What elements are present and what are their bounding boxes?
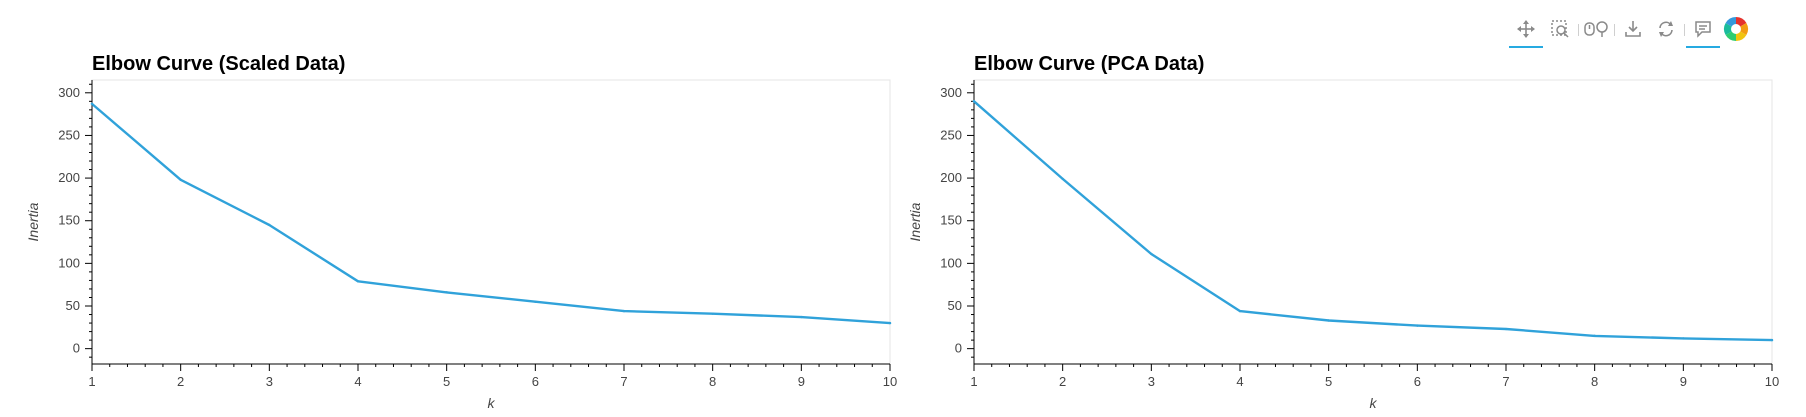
y-tick-label: 150 <box>58 213 80 228</box>
data-point <box>711 312 714 315</box>
x-tick-label: 5 <box>1325 374 1332 389</box>
download-icon <box>1625 21 1641 37</box>
data-point <box>1770 338 1774 342</box>
plot-area <box>91 79 891 365</box>
x-axis-label: k <box>488 395 496 411</box>
data-point <box>1416 324 1419 327</box>
x-tick-label: 9 <box>798 374 805 389</box>
y-tick-label: 250 <box>58 127 80 142</box>
y-axis-label: Inertia <box>25 202 41 241</box>
toolbar-divider <box>1684 24 1685 36</box>
series-line <box>90 102 892 325</box>
data-point <box>1504 327 1508 331</box>
y-tick-label: 300 <box>58 85 80 100</box>
data-point <box>268 223 271 227</box>
x-tick-label: 3 <box>1148 374 1155 389</box>
wheel-zoom-icon <box>1584 21 1608 37</box>
y-tick-label: 50 <box>948 298 962 313</box>
x-tick-label: 6 <box>532 374 539 389</box>
x-tick-label: 4 <box>354 374 361 389</box>
y-tick-label: 200 <box>58 170 80 185</box>
data-point <box>1150 252 1153 256</box>
reset-icon <box>1659 21 1673 37</box>
data-point <box>1238 309 1242 313</box>
save-tool-button[interactable] <box>1616 12 1650 46</box>
x-tick-label: 10 <box>883 374 897 389</box>
x-tick-label: 4 <box>1236 374 1243 389</box>
y-axis-label: Inertia <box>907 202 923 241</box>
y-tick-label: 50 <box>66 298 80 313</box>
x-tick-label: 2 <box>1059 374 1066 389</box>
x-tick-label: 7 <box>1502 374 1509 389</box>
x-tick-label: 7 <box>620 374 627 389</box>
chart-panel-2: Elbow Curve (PCA Data) 0 50 100 150 200 250 300… <box>907 53 1779 411</box>
reset-tool-button[interactable] <box>1649 12 1683 46</box>
chart-title: Elbow Curve (PCA Data) <box>974 53 1204 75</box>
data-point <box>972 100 976 103</box>
data-point <box>445 291 448 294</box>
data-point <box>800 315 803 319</box>
bokeh-logo-icon <box>1723 16 1749 42</box>
pan-tool-button[interactable] <box>1509 12 1543 48</box>
y-tick-label: 250 <box>940 127 962 142</box>
plot-area <box>973 79 1773 365</box>
data-point <box>622 309 626 313</box>
data-point <box>1327 319 1330 322</box>
y-tick-label: 150 <box>940 213 962 228</box>
data-point <box>90 102 94 106</box>
move-arrows-icon <box>1517 20 1535 38</box>
hover-tooltip-icon <box>1695 21 1711 38</box>
y-tick-label: 0 <box>955 341 962 356</box>
bokeh-logo-link[interactable] <box>1719 12 1753 46</box>
series-line <box>972 100 1774 342</box>
toolbar-divider <box>1578 24 1579 36</box>
data-point <box>179 178 182 181</box>
x-tick-label: 6 <box>1414 374 1421 389</box>
data-point <box>534 300 537 303</box>
plot-toolbar <box>1508 8 1798 48</box>
data-point <box>1061 177 1064 181</box>
wheel-zoom-tool-button[interactable] <box>1580 12 1614 46</box>
x-tick-label: 1 <box>88 374 95 389</box>
x-tick-label: 9 <box>1680 374 1687 389</box>
data-point <box>1682 337 1685 340</box>
box-zoom-icon <box>1551 20 1569 38</box>
x-tick-label: 10 <box>1765 374 1779 389</box>
toolbar-divider <box>1614 24 1615 36</box>
data-point <box>356 280 360 283</box>
x-tick-label: 2 <box>177 374 184 389</box>
y-tick-label: 100 <box>940 255 962 270</box>
y-tick-label: 200 <box>940 170 962 185</box>
x-tick-label: 1 <box>970 374 977 389</box>
x-tick-label: 3 <box>266 374 273 389</box>
data-point <box>888 321 892 325</box>
x-tick-label: 8 <box>1591 374 1598 389</box>
y-tick-label: 0 <box>73 341 80 356</box>
y-tick-label: 300 <box>940 85 962 100</box>
data-point <box>1593 334 1596 338</box>
box-zoom-tool-button[interactable] <box>1543 12 1577 46</box>
hover-tool-button[interactable] <box>1686 12 1720 48</box>
x-tick-label: 5 <box>443 374 450 389</box>
chart-title: Elbow Curve (Scaled Data) <box>92 53 345 75</box>
y-tick-label: 100 <box>58 255 80 270</box>
chart-panel-1: Elbow Curve (Scaled Data) 0 50 100 150 200 250… <box>25 53 897 411</box>
x-axis-label: k <box>1370 395 1378 411</box>
x-tick-label: 8 <box>709 374 716 389</box>
